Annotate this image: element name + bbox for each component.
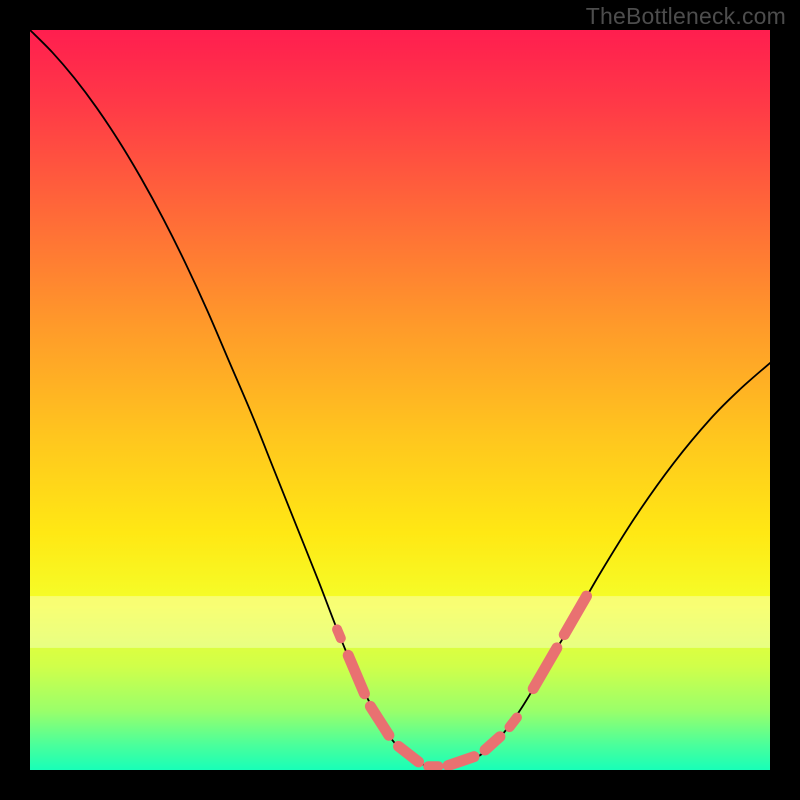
chart-container: TheBottleneck.com: [0, 0, 800, 800]
marker-segment: [337, 629, 341, 638]
pale-yellow-band: [30, 596, 770, 648]
plot-area-gradient: [30, 30, 770, 770]
marker-segment: [510, 717, 517, 727]
bottleneck-chart: [0, 0, 800, 800]
